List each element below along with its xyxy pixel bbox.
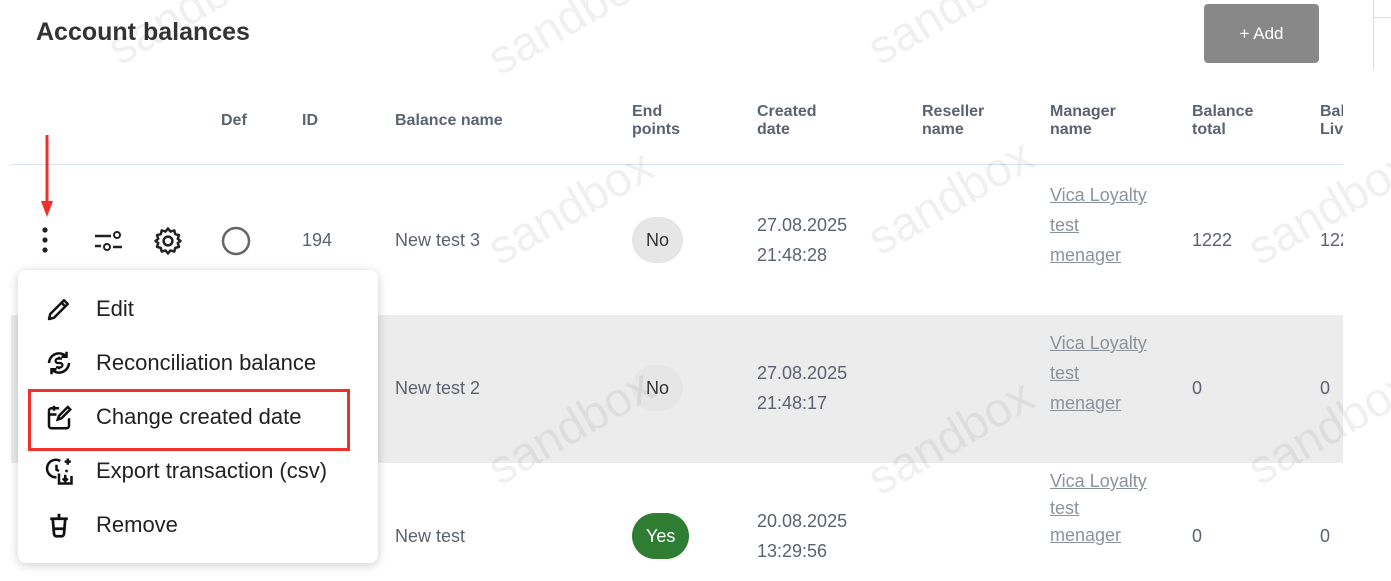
default-radio[interactable] <box>220 225 252 257</box>
export-icon <box>45 458 73 485</box>
sliders-icon[interactable] <box>94 229 124 253</box>
menu-item-label: Edit <box>96 296 134 321</box>
col-id: ID <box>302 112 318 129</box>
cell-name: New test <box>395 526 466 546</box>
add-button[interactable]: + Add <box>1204 4 1319 63</box>
menu-item-label: Reconciliation balance <box>96 350 317 375</box>
gear-icon[interactable] <box>153 226 183 256</box>
col-def: Def <box>221 112 247 129</box>
highlight-box <box>28 389 350 451</box>
menu-item-reconciliation[interactable]: Reconciliation balance <box>18 338 378 388</box>
menu-item-edit[interactable]: Edit <box>18 284 378 334</box>
table-row: 194 New test 3 No 27.08.2025 21:48:28 Vi… <box>11 166 1343 314</box>
cell-created: 27.08.2025 21:48:17 <box>757 363 848 413</box>
col-name: Balance name <box>395 112 503 129</box>
manager-link[interactable]: Vica Loyalty test menager <box>1050 333 1147 413</box>
cell-total: 1222 <box>1192 230 1233 250</box>
menu-item-remove[interactable]: Remove <box>18 500 378 550</box>
col-created: Created date <box>757 103 817 138</box>
menu-item-label: Export transaction (csv) <box>96 458 328 483</box>
trash-icon <box>50 513 68 538</box>
cell-id: 194 <box>302 230 333 250</box>
endpoints-badge: Yes <box>632 513 690 559</box>
scrollbar[interactable] <box>1373 0 1391 70</box>
cell-name: New test 2 <box>395 378 481 398</box>
watermark: sandbox <box>858 0 1043 76</box>
cell-total: 0 <box>1192 378 1203 398</box>
cell-created: 27.08.2025 21:48:28 <box>757 215 848 265</box>
menu-item-change-created-date[interactable]: Change created date <box>18 392 378 442</box>
manager-link[interactable]: Vica Loyalty test menager <box>1050 471 1147 545</box>
watermark: sandbox <box>478 0 663 86</box>
cell-name: New test 3 <box>395 230 481 250</box>
cell-total: 0 <box>1192 526 1203 546</box>
menu-item-label: Remove <box>96 512 178 537</box>
table-row: New test Yes 20.08.2025 13:29:56 Vica Lo… <box>11 463 1343 581</box>
menu-item-export-csv[interactable]: Export transaction (csv) <box>18 446 378 496</box>
dollar-sync-icon <box>47 351 71 375</box>
endpoints-badge: No <box>632 365 684 411</box>
more-vertical-icon[interactable] <box>41 226 49 254</box>
col-total: Balance total <box>1192 103 1254 138</box>
cell-live: 0 <box>1320 526 1331 546</box>
table-header: Def ID Balance name End points Created d… <box>11 90 1343 165</box>
manager-link[interactable]: Vica Loyalty test menager <box>1050 185 1147 265</box>
col-reseller: Reseller name <box>922 103 985 138</box>
calendar-edit-icon <box>47 405 73 430</box>
cell-live: 0 <box>1320 378 1331 398</box>
page-title: Account balances <box>36 18 250 46</box>
endpoints-badge: No <box>632 217 684 263</box>
col-manager: Manager name <box>1050 103 1116 138</box>
annotation-arrow <box>41 135 53 217</box>
cell-live: 1222 <box>1320 230 1343 250</box>
pencil-icon <box>47 299 69 321</box>
menu-item-label: Change created date <box>96 404 302 429</box>
row-actions-menu: Edit Reconciliation balance Change creat… <box>18 270 378 563</box>
col-endpoints: End points <box>632 103 680 138</box>
col-live: Balance Live <box>1320 103 1343 138</box>
cell-created: 20.08.2025 13:29:56 <box>757 511 848 561</box>
